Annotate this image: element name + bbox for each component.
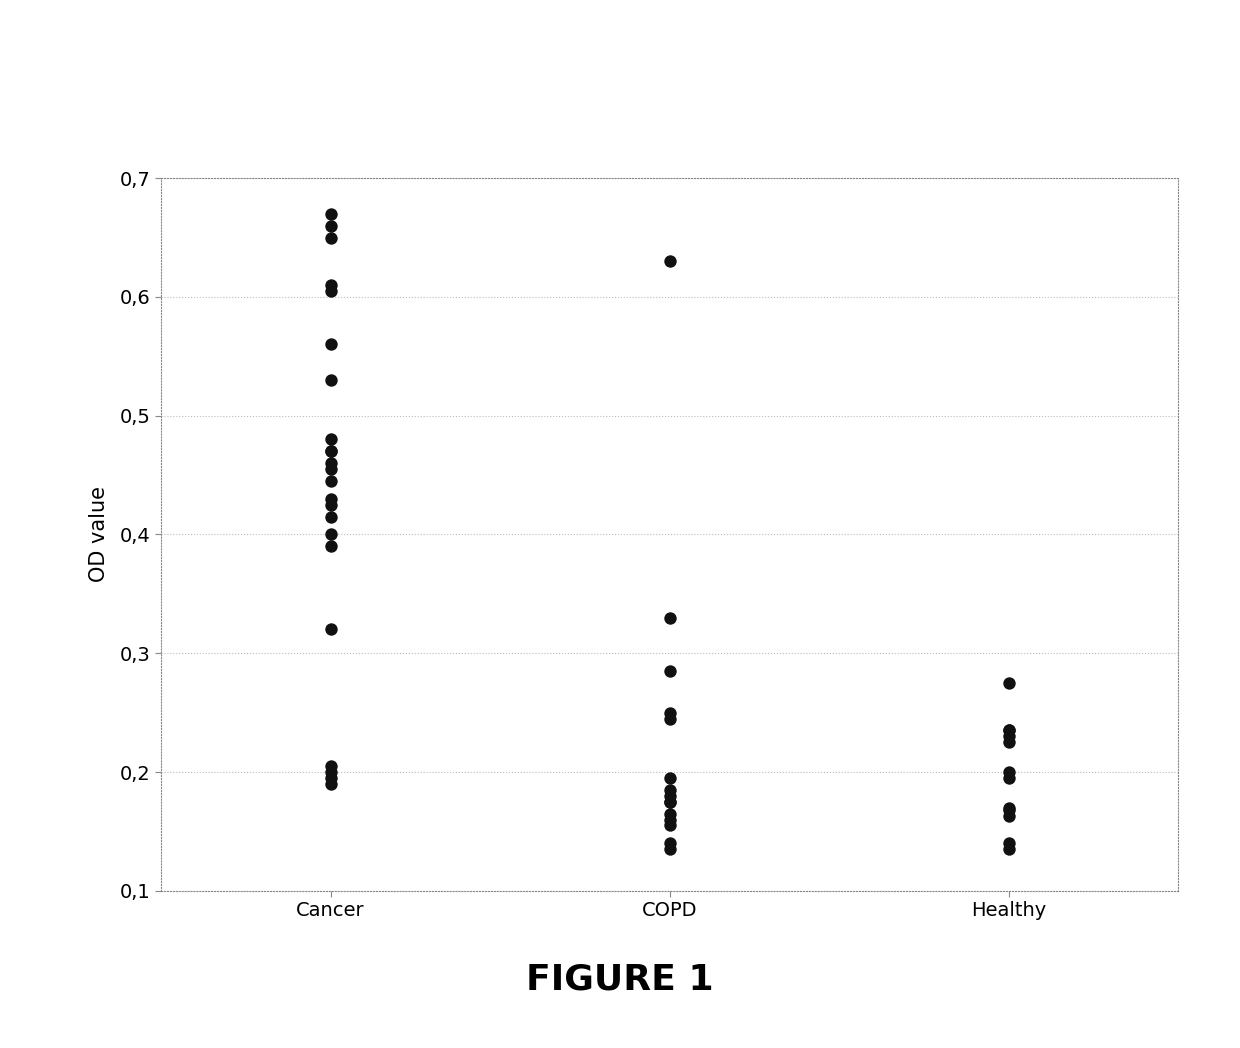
- Point: [998, 764, 1018, 781]
- Point: [998, 675, 1018, 692]
- Point: [660, 609, 680, 626]
- Point: [660, 793, 680, 810]
- Point: [321, 372, 341, 389]
- Point: [321, 205, 341, 222]
- Point: [321, 769, 341, 786]
- Point: [660, 782, 680, 799]
- Point: [660, 840, 680, 857]
- Point: [321, 776, 341, 792]
- Point: [660, 769, 680, 786]
- Point: [321, 490, 341, 507]
- Point: [321, 526, 341, 543]
- Point: [660, 835, 680, 852]
- Point: [998, 722, 1018, 739]
- Point: [998, 835, 1018, 852]
- Point: [998, 808, 1018, 825]
- Point: [321, 443, 341, 460]
- Point: [660, 711, 680, 727]
- Point: [660, 793, 680, 810]
- Point: [998, 840, 1018, 857]
- Point: [660, 704, 680, 721]
- Point: [321, 283, 341, 300]
- Point: [660, 811, 680, 828]
- Point: [321, 431, 341, 447]
- Point: [321, 277, 341, 293]
- Point: [321, 497, 341, 514]
- Point: [998, 802, 1018, 818]
- Point: [660, 805, 680, 822]
- Point: [321, 336, 341, 353]
- Point: [321, 230, 341, 246]
- Point: [321, 758, 341, 774]
- Point: [998, 769, 1018, 786]
- Point: [660, 787, 680, 804]
- Point: [321, 443, 341, 460]
- Point: [321, 538, 341, 554]
- Point: [321, 217, 341, 234]
- Point: [321, 473, 341, 489]
- Point: [660, 253, 680, 269]
- Point: [321, 508, 341, 525]
- Point: [321, 461, 341, 478]
- Point: [998, 800, 1018, 816]
- Point: [321, 621, 341, 638]
- Text: FIGURE 1: FIGURE 1: [526, 963, 714, 997]
- Y-axis label: OD value: OD value: [89, 486, 109, 583]
- Point: [998, 722, 1018, 739]
- Point: [321, 455, 341, 472]
- Point: [998, 734, 1018, 750]
- Point: [660, 662, 680, 679]
- Point: [660, 817, 680, 834]
- Point: [998, 728, 1018, 745]
- Point: [321, 764, 341, 781]
